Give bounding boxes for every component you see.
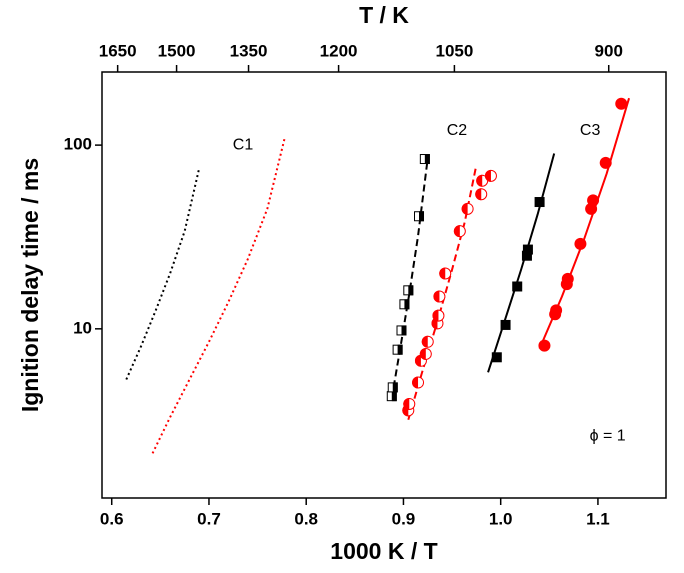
data-point — [522, 244, 533, 255]
data-point — [512, 281, 523, 292]
data-point — [615, 97, 628, 110]
x-tick-label: 0.9 — [392, 509, 416, 528]
marker-fill — [404, 299, 410, 310]
data-point — [599, 156, 612, 169]
data-point — [491, 352, 502, 363]
data-point — [432, 309, 445, 322]
x-tick-label: 0.6 — [100, 509, 124, 528]
data-point — [412, 376, 425, 389]
data-point — [574, 237, 587, 250]
marker-fill — [439, 267, 446, 280]
plot-frame — [101, 71, 667, 499]
x2-tick-label: 900 — [595, 41, 623, 60]
x-tick-label: 1.1 — [586, 509, 610, 528]
data-point — [403, 397, 416, 410]
marker-fill — [412, 376, 419, 389]
data-point — [392, 344, 403, 355]
data-point — [439, 267, 452, 280]
marker — [500, 319, 511, 330]
marker-fill — [419, 211, 425, 222]
data-point — [587, 194, 600, 207]
data-point — [538, 339, 551, 352]
data-point — [403, 285, 414, 296]
marker-fill — [453, 225, 460, 238]
marker — [521, 250, 532, 261]
data-point — [419, 347, 432, 360]
x2-tick-label: 1650 — [99, 41, 137, 60]
data-point — [550, 304, 563, 317]
data-point — [521, 250, 532, 261]
data-point — [534, 197, 545, 208]
marker — [574, 237, 587, 250]
data-point — [484, 169, 497, 182]
marker — [538, 339, 551, 352]
x2-tick-label: 1500 — [158, 41, 196, 60]
marker — [550, 304, 563, 317]
data-point — [475, 188, 488, 201]
marker — [561, 272, 574, 285]
x2-axis-title: T / K — [359, 2, 409, 28]
annotation: C1 — [233, 136, 254, 153]
fit-line — [125, 167, 201, 380]
marker — [534, 197, 545, 208]
x-tick-label: 1.0 — [489, 509, 513, 528]
x-axis-title: 1000 K / T — [330, 538, 437, 564]
marker-fill — [397, 344, 403, 355]
x2-tick-label: 1050 — [435, 41, 473, 60]
marker — [599, 156, 612, 169]
marker-fill — [432, 309, 439, 322]
data-point — [461, 202, 474, 215]
fit-line — [487, 153, 556, 373]
marker — [512, 281, 523, 292]
marker-fill — [421, 335, 428, 348]
data-point — [387, 382, 398, 393]
data-point — [421, 335, 434, 348]
fit-line — [151, 137, 286, 454]
marker — [587, 194, 600, 207]
x-tick-label: 0.8 — [294, 509, 318, 528]
data-point — [453, 225, 466, 238]
annotation: ϕ = 1 — [590, 428, 626, 445]
annotation: C3 — [580, 122, 601, 139]
marker — [522, 244, 533, 255]
marker-fill — [424, 154, 430, 165]
data-point — [396, 325, 407, 336]
marker-fill — [461, 202, 468, 215]
data-point — [500, 319, 511, 330]
x-tick-label: 0.7 — [197, 509, 221, 528]
data-point — [386, 391, 397, 402]
annotation: C2 — [447, 122, 468, 139]
data-point — [561, 272, 574, 285]
y-tick-label: 100 — [64, 135, 92, 154]
marker — [615, 97, 628, 110]
marker — [491, 352, 502, 363]
marker-fill — [392, 382, 398, 393]
data-point — [433, 290, 446, 303]
marker-fill — [403, 397, 410, 410]
y-tick-label: 10 — [73, 318, 92, 337]
data-point — [399, 299, 410, 310]
marker-fill — [391, 391, 397, 402]
marker-fill — [419, 347, 426, 360]
x2-tick-label: 1200 — [320, 41, 358, 60]
y-axis-title: Ignition delay time / ms — [17, 158, 43, 412]
marker-fill — [484, 169, 491, 182]
x2-tick-label: 1350 — [230, 41, 268, 60]
data-point — [476, 174, 489, 187]
data-point — [419, 154, 430, 165]
data-point — [414, 211, 425, 222]
marker-fill — [475, 188, 482, 201]
marker-fill — [414, 354, 421, 367]
marker-fill — [476, 174, 483, 187]
marker-fill — [408, 285, 414, 296]
marker-fill — [433, 290, 440, 303]
marker-fill — [401, 325, 407, 336]
